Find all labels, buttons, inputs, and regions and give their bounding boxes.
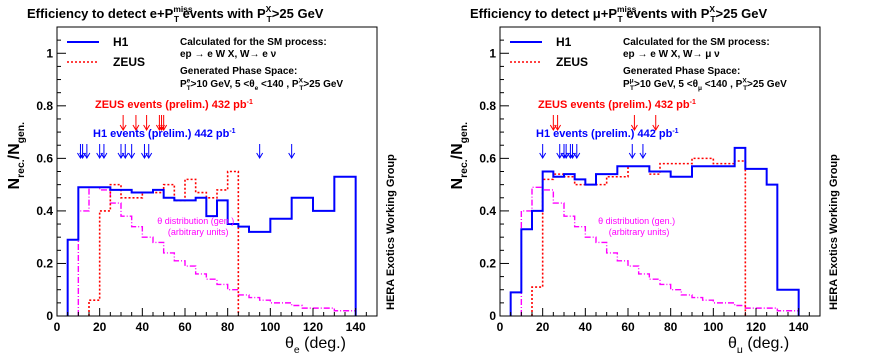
series-dashdot-histogram (520, 186, 800, 316)
series-solid-histogram (509, 146, 800, 316)
x-tick-label: 100 (703, 320, 723, 334)
y-tick-label: 0.4 (36, 204, 53, 218)
svg-text:Nrec.​/Ngen.​: Nrec.​/Ngen.​ (6, 122, 27, 190)
theta-distribution-label: θ distribution (gen.) (157, 216, 234, 226)
svg-text:Nrec.​/Ngen.​: Nrec.​/Ngen.​ (449, 122, 470, 190)
phase-space-header: Generated Phase Space: (180, 66, 297, 77)
h1-event-arrow-head (121, 152, 129, 159)
zeus-event-arrow-head (119, 124, 127, 131)
x-tick-label: 40 (136, 320, 150, 334)
x-tick-label: 140 (346, 320, 366, 334)
y-axis-label: Nrec.​/Ngen.​ (449, 122, 470, 190)
h1-event-arrow-head (145, 152, 153, 159)
zeus-event-arrow-head (160, 124, 168, 131)
y-tick-label: 0.4 (479, 204, 496, 218)
zeus-events-label: ZEUS events (prelim.) 432 pb-1 (538, 99, 696, 111)
phase-space-header: Generated Phase Space: (623, 66, 740, 77)
h1-events-label: H1 events (prelim.) 442 pb-1 (93, 128, 236, 140)
y-tick-label: 1 (489, 46, 496, 60)
phase-space-cuts: PeT​>10 GeV, 5 <θe​ <140 , PXT​>25 GeV (180, 78, 343, 93)
x-tick-label: 20 (93, 320, 107, 334)
h1-event-arrow-head (288, 152, 296, 159)
h1-events-label: H1 events (prelim.) 442 pb-1 (536, 128, 679, 140)
h1-event-arrow-head (256, 152, 264, 159)
zeus-event-arrow-head (652, 124, 660, 131)
series-dashdot-histogram (77, 186, 357, 316)
y-tick-label: 0.6 (479, 151, 496, 165)
legend-h1-label: H1 (556, 35, 572, 49)
h1-event-arrow-head (83, 152, 91, 159)
x-tick-label: 80 (664, 320, 678, 334)
process-note: Calculated for the SM process: (180, 37, 327, 48)
zeus-event-arrow-head (132, 124, 140, 131)
series-dotted-histogram (531, 157, 747, 316)
x-tick-label: 120 (746, 320, 766, 334)
zeus-event-arrow-head (143, 124, 151, 131)
x-tick-label: 40 (579, 320, 593, 334)
y-axis-label: Nrec.​/Ngen.​ (6, 122, 27, 190)
side-group-label: HERA Exotics Working Group (828, 154, 840, 310)
y-tick-label: 0.8 (36, 99, 53, 113)
h1-event-arrow-head (128, 152, 136, 159)
series-solid-histogram (66, 175, 357, 316)
y-tick-label: 0.2 (479, 256, 496, 270)
x-tick-label: 120 (303, 320, 323, 334)
x-axis-label: θμ​ (deg.) (728, 335, 789, 353)
y-tick-label: 0 (489, 309, 496, 323)
y-tick-label: 0 (46, 309, 53, 323)
process-formula: ep → e W X, W→ e ν (180, 49, 277, 60)
process-formula: ep → e W X, W→ μ ν (623, 49, 720, 60)
x-tick-label: 140 (789, 320, 809, 334)
y-tick-label: 0.2 (36, 256, 53, 270)
zeus-event-arrow-head (554, 124, 562, 131)
h1-event-arrow-head (573, 152, 581, 159)
h1-event-arrow-head (539, 152, 547, 159)
y-tick-label: 0.8 (479, 99, 496, 113)
x-tick-label: 0 (497, 320, 504, 334)
zeus-events-label: ZEUS events (prelim.) 432 pb-1 (95, 99, 253, 111)
h1-event-arrow-head (100, 152, 108, 159)
x-axis-label: θe​ (deg.) (285, 335, 346, 353)
legend-zeus-label: ZEUS (113, 55, 145, 69)
phase-space-cuts: PμT​>10 GeV, 5 <θμ​ <140 , PXT​>25 GeV (623, 78, 787, 93)
legend-h1-label: H1 (113, 35, 129, 49)
side-group-label: HERA Exotics Working Group (385, 154, 397, 310)
x-tick-label: 0 (54, 320, 61, 334)
theta-units-label: (arbitrary units) (609, 227, 670, 237)
h1-event-arrow-head (639, 152, 647, 159)
x-tick-label: 60 (178, 320, 192, 334)
x-tick-label: 80 (221, 320, 235, 334)
zeus-event-arrow-head (630, 124, 638, 131)
x-tick-label: 60 (621, 320, 635, 334)
theta-units-label: (arbitrary units) (168, 227, 229, 237)
x-tick-label: 20 (536, 320, 550, 334)
process-note: Calculated for the SM process: (623, 37, 770, 48)
legend-zeus-label: ZEUS (556, 55, 588, 69)
series-dotted-histogram (88, 170, 240, 316)
h1-event-arrow-head (628, 152, 636, 159)
y-tick-label: 1 (46, 46, 53, 60)
theta-distribution-label: θ distribution (gen.) (598, 216, 675, 226)
x-tick-label: 100 (260, 320, 280, 334)
y-tick-label: 0.6 (36, 151, 53, 165)
